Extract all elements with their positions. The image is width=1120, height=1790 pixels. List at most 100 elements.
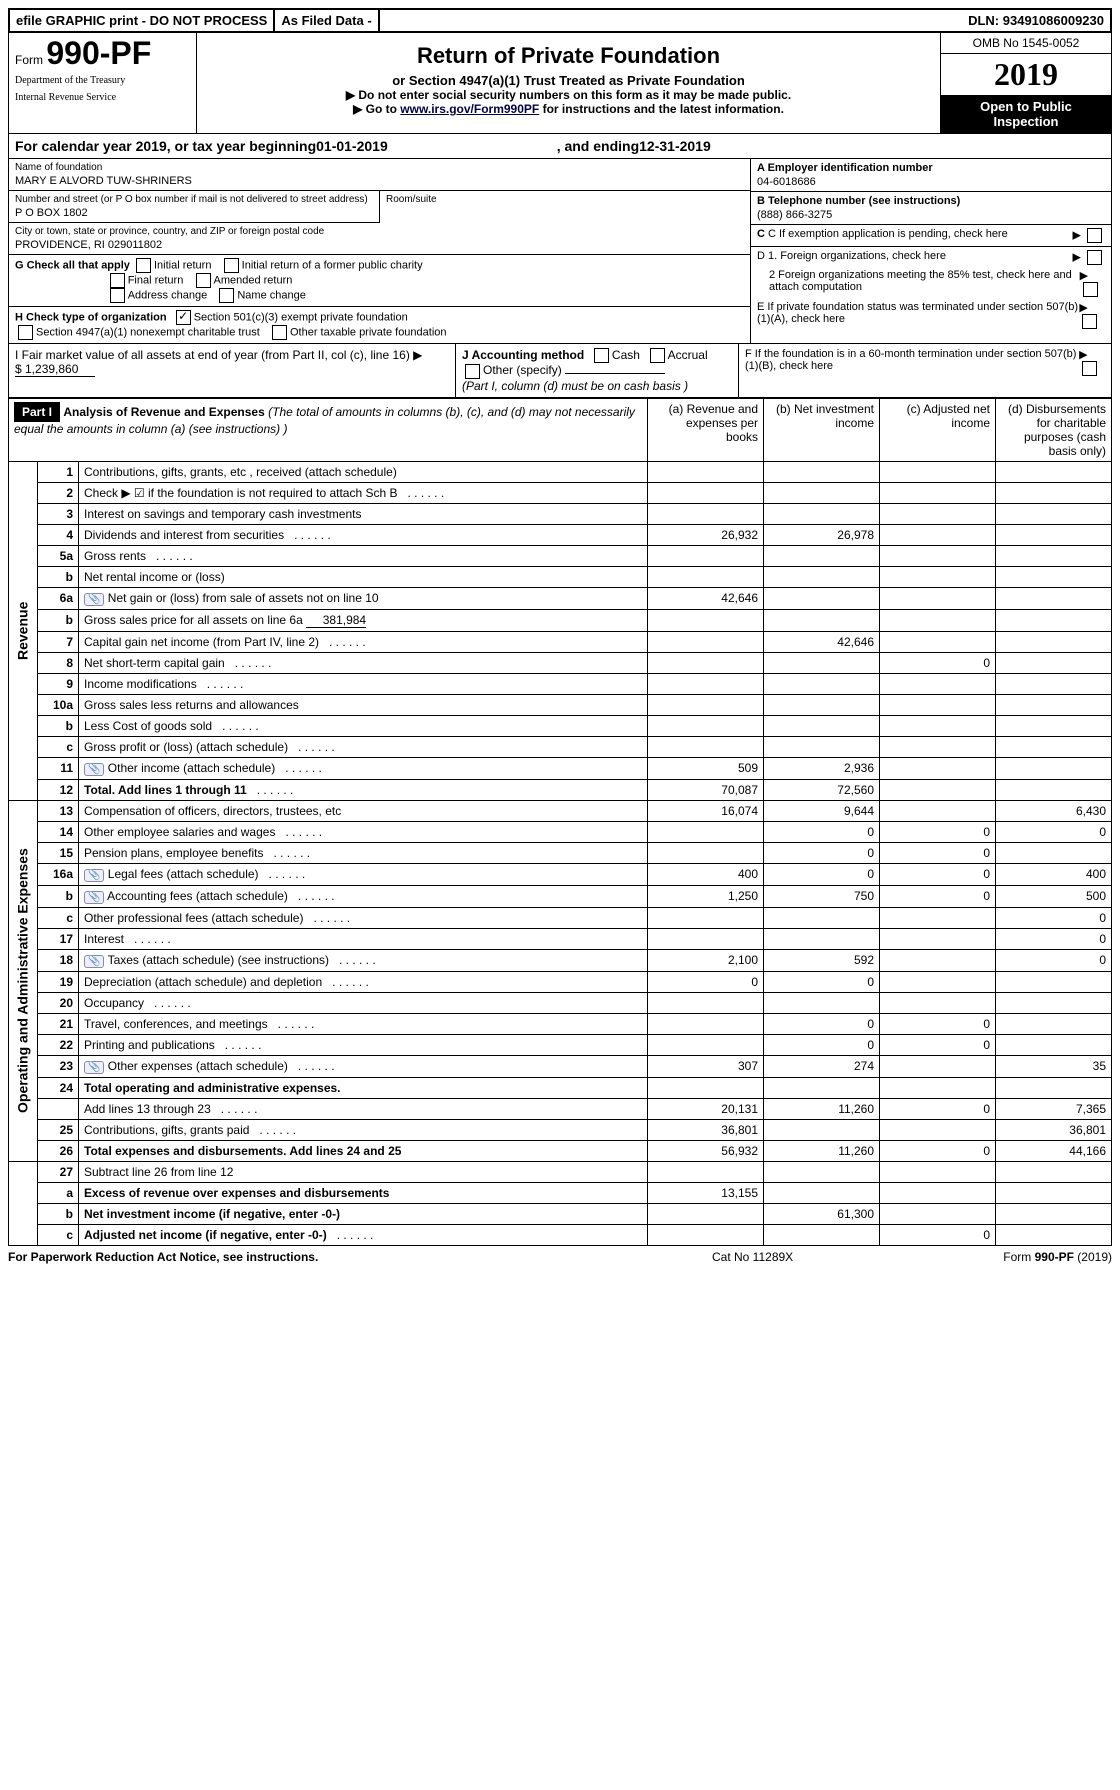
table-row: cGross profit or (loss) (attach schedule…	[9, 736, 1112, 757]
line-description: Total expenses and disbursements. Add li…	[79, 1140, 648, 1161]
irs-link[interactable]: www.irs.gov/Form990PF	[400, 102, 539, 116]
page-footer: For Paperwork Reduction Act Notice, see …	[8, 1246, 1112, 1268]
attachment-icon[interactable]: 📎	[84, 955, 104, 968]
value-cell: 6,430	[996, 800, 1112, 821]
line-number: 25	[38, 1119, 79, 1140]
form-id-block: Form 990-PF Department of the Treasury I…	[9, 33, 197, 133]
checkbox-amended-return[interactable]	[196, 273, 211, 288]
col-b-header: (b) Net investment income	[764, 398, 880, 461]
line-description: Check ▶ ☑ if the foundation is not requi…	[79, 482, 648, 503]
line-number: b	[38, 1203, 79, 1224]
value-cell: 0	[996, 821, 1112, 842]
value-cell	[648, 503, 764, 524]
line-description: Gross rents . . . . . .	[79, 545, 648, 566]
attachment-icon[interactable]: 📎	[84, 763, 104, 776]
paperwork-notice: For Paperwork Reduction Act Notice, see …	[8, 1250, 712, 1264]
value-cell: 307	[648, 1055, 764, 1077]
value-cell	[764, 1224, 880, 1245]
line-number: 6a	[38, 587, 79, 609]
line-description: Gross profit or (loss) (attach schedule)…	[79, 736, 648, 757]
value-cell	[996, 757, 1112, 779]
efile-label: efile GRAPHIC print - DO NOT PROCESS	[10, 10, 275, 31]
table-row: 7Capital gain net income (from Part IV, …	[9, 631, 1112, 652]
line-description: 📎 Legal fees (attach schedule) . . . . .…	[79, 863, 648, 885]
line-description: Net short-term capital gain . . . . . .	[79, 652, 648, 673]
table-row: cAdjusted net income (if negative, enter…	[9, 1224, 1112, 1245]
table-row: 2Check ▶ ☑ if the foundation is not requ…	[9, 482, 1112, 503]
checkbox-d1[interactable]	[1087, 250, 1102, 265]
line-description: Gross sales price for all assets on line…	[79, 609, 648, 631]
checkbox-e[interactable]	[1082, 314, 1097, 329]
value-cell	[880, 461, 996, 482]
table-row: bNet rental income or (loss)	[9, 566, 1112, 587]
line-description: Contributions, gifts, grants, etc , rece…	[79, 461, 648, 482]
value-cell	[996, 673, 1112, 694]
fmv-value: $ 1,239,860	[15, 362, 95, 377]
table-row: 18📎 Taxes (attach schedule) (see instruc…	[9, 949, 1112, 971]
checkbox-4947a1[interactable]	[18, 325, 33, 340]
value-cell	[880, 1119, 996, 1140]
checkbox-c[interactable]	[1087, 228, 1102, 243]
value-cell	[880, 907, 996, 928]
value-cell	[648, 631, 764, 652]
instructions-link-line: ▶ Go to www.irs.gov/Form990PF for instru…	[201, 102, 936, 116]
ein-cell: A Employer identification number 04-6018…	[751, 159, 1111, 192]
checkbox-d2[interactable]	[1083, 282, 1098, 297]
value-cell: 70,087	[648, 779, 764, 800]
value-cell	[764, 503, 880, 524]
value-cell: 11,260	[764, 1098, 880, 1119]
line-number: 2	[38, 482, 79, 503]
checkbox-accrual[interactable]	[650, 348, 665, 363]
value-cell	[996, 482, 1112, 503]
attachment-icon[interactable]: 📎	[84, 869, 104, 882]
value-cell	[880, 971, 996, 992]
value-cell: 0	[880, 1140, 996, 1161]
line-number: 18	[38, 949, 79, 971]
attachment-icon[interactable]: 📎	[84, 1061, 104, 1074]
value-cell	[880, 1182, 996, 1203]
table-row: Add lines 13 through 23 . . . . . .20,13…	[9, 1098, 1112, 1119]
line-number: 26	[38, 1140, 79, 1161]
line-number: 22	[38, 1034, 79, 1055]
checkbox-initial-return[interactable]	[136, 258, 151, 273]
dept-treasury: Department of the Treasury	[15, 75, 190, 86]
section-j: J Accounting method Cash Accrual Other (…	[456, 344, 739, 397]
open-to-public-badge: Open to Public Inspection	[941, 95, 1111, 133]
value-cell	[996, 992, 1112, 1013]
value-cell: 26,978	[764, 524, 880, 545]
asfiled-label: As Filed Data -	[275, 10, 379, 31]
checkbox-address-change[interactable]	[110, 288, 125, 303]
checkbox-other-taxable[interactable]	[272, 325, 287, 340]
checkbox-f[interactable]	[1082, 361, 1097, 376]
value-cell: 0	[764, 863, 880, 885]
checkbox-cash[interactable]	[594, 348, 609, 363]
value-cell	[996, 1013, 1112, 1034]
checkbox-other-method[interactable]	[465, 364, 480, 379]
checkbox-initial-return-former[interactable]	[224, 258, 239, 273]
attachment-icon[interactable]: 📎	[84, 891, 104, 904]
table-row: b📎 Accounting fees (attach schedule) . .…	[9, 885, 1112, 907]
room-cell: Room/suite	[379, 191, 750, 223]
line-number: a	[38, 1182, 79, 1203]
line-number: b	[38, 609, 79, 631]
value-cell: 0	[996, 907, 1112, 928]
value-cell	[996, 1224, 1112, 1245]
checkbox-501c3[interactable]: ✓	[176, 310, 191, 325]
value-cell: 2,936	[764, 757, 880, 779]
col-d-header: (d) Disbursements for charitable purpose…	[996, 398, 1112, 461]
value-cell	[880, 1055, 996, 1077]
table-row: Revenue1Contributions, gifts, grants, et…	[9, 461, 1112, 482]
checkbox-name-change[interactable]	[219, 288, 234, 303]
line-number: 14	[38, 821, 79, 842]
attachment-icon[interactable]: 📎	[84, 593, 104, 606]
line-number: 7	[38, 631, 79, 652]
table-row: 16a📎 Legal fees (attach schedule) . . . …	[9, 863, 1112, 885]
line-number: 12	[38, 779, 79, 800]
efile-header-bar: efile GRAPHIC print - DO NOT PROCESS As …	[8, 8, 1112, 33]
value-cell	[880, 928, 996, 949]
value-cell: 750	[764, 885, 880, 907]
checkbox-final-return[interactable]	[110, 273, 125, 288]
value-cell	[764, 715, 880, 736]
value-cell	[880, 545, 996, 566]
value-cell	[648, 545, 764, 566]
